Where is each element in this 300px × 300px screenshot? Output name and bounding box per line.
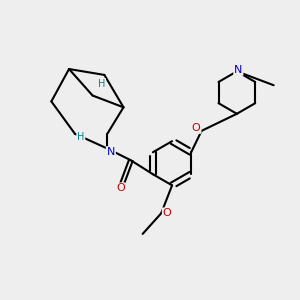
- Text: O: O: [163, 208, 172, 218]
- Text: H: H: [98, 79, 105, 89]
- Text: H: H: [77, 132, 85, 142]
- Text: O: O: [116, 183, 125, 193]
- Text: N: N: [234, 65, 242, 75]
- Text: N: N: [107, 147, 115, 157]
- Text: O: O: [192, 123, 201, 133]
